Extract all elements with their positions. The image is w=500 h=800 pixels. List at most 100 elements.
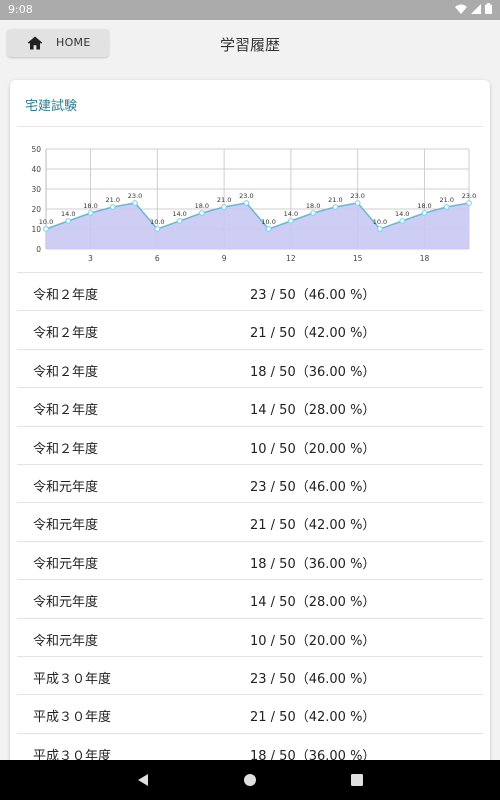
score-chart: 10.0 14.0 18.0 21.0 23.0 10.0 14.0 18.0 21.0 23.0… [31,145,476,263]
history-row-year: 平成３０年度 [33,671,112,687]
history-row-year: 令和２年度 [33,364,99,380]
card-divider [17,126,483,127]
chart-point [243,200,250,206]
app-bar: HOME 学習履歴 [0,20,500,68]
chart-point [421,210,428,216]
history-row-score: 18 / 50（36.00 %） [250,364,376,380]
chart-point-label: 23.0 [239,192,253,200]
home-circle-icon[interactable] [242,772,258,788]
chart-point-label: 10.0 [373,218,387,226]
chart-point-label: 14.0 [395,210,409,218]
chart-y-tick-label: 10 [31,225,41,234]
history-row[interactable]: 令和２年度 21 / 50（42.00 %） [17,310,483,348]
history-row-year: 令和２年度 [33,441,99,457]
back-triangle-icon[interactable] [135,772,151,788]
history-card: 宅建試験 10.0 14.0 18.0 21.0 23.0 10.0 14.0 18.0 21.… [10,80,490,780]
chart-point [43,226,49,232]
chart-point-label: 23.0 [128,192,142,200]
home-button-label: HOME [56,36,91,49]
chart-points: 10.0 14.0 18.0 21.0 23.0 10.0 14.0 18.0 21.0 23.0… [39,192,476,232]
chart-point [154,226,161,232]
chart-area [46,203,469,249]
history-row[interactable]: 平成３０年度 21 / 50（42.00 %） [17,694,483,732]
chart-point [287,218,294,224]
history-row-score: 21 / 50（42.00 %） [250,710,376,726]
history-row-year: 令和元年度 [33,595,99,611]
chart-point-label: 23.0 [462,192,476,200]
page-title: 学習履歴 [219,36,280,54]
history-row-score: 23 / 50（46.00 %） [250,479,376,495]
chart-point [109,204,116,210]
status-icons [455,3,492,14]
home-icon [27,36,43,50]
chart-point [87,210,94,216]
history-row-score: 14 / 50（28.00 %） [250,403,376,419]
chart-series-line [45,202,470,230]
history-row[interactable]: 平成３０年度 18 / 50（36.00 %） [17,732,483,771]
history-row-year: 令和元年度 [33,479,99,495]
chart-point-label: 10.0 [39,218,53,226]
chart-point [332,204,339,210]
chart-point [377,226,383,232]
chart-point-label: 21.0 [106,196,120,204]
history-row-score: 18 / 50（36.00 %） [250,556,376,572]
chart-y-tick-label: 20 [31,205,41,214]
status-time: 9:08 [8,3,33,16]
chart-y-axis: 0 10 20 30 40 50 [31,145,41,254]
history-row-score: 23 / 50（46.00 %） [250,671,376,687]
history-row[interactable]: 令和元年度 18 / 50（36.00 %） [17,540,483,579]
chart-point-label: 18.0 [306,202,320,210]
chart-point-label: 23.0 [350,192,364,200]
history-row-year: 令和元年度 [33,518,99,534]
chart-point [132,200,138,206]
history-row[interactable]: 令和２年度 23 / 50（46.00 %） [17,272,483,310]
history-row-score: 10 / 50（20.00 %） [250,633,376,649]
chart-point [176,218,183,224]
chart-point [310,210,317,216]
history-row[interactable]: 令和２年度 14 / 50（28.00 %） [17,387,483,425]
chart-x-tick-label: 18 [420,254,430,263]
history-row-score: 18 / 50（36.00 %） [250,748,376,764]
history-row-year: 令和２年度 [33,403,99,419]
chart-point [65,218,72,224]
history-row-score: 10 / 50（20.00 %） [250,441,376,457]
chart-point [354,200,361,206]
chart-y-tick-label: 0 [36,245,41,254]
chart-point-label: 14.0 [284,210,298,218]
history-row[interactable]: 平成３０年度 23 / 50（46.00 %） [17,655,483,694]
history-row-year: 平成３０年度 [33,748,112,764]
history-row[interactable]: 令和元年度 14 / 50（28.00 %） [17,579,483,617]
history-row[interactable]: 令和元年度 23 / 50（46.00 %） [17,463,483,502]
history-row[interactable]: 令和元年度 10 / 50（20.00 %） [17,617,483,656]
chart-point-label: 18.0 [417,202,431,210]
chart-point-label: 10.0 [261,218,275,226]
chart-point [265,226,272,232]
chart-point-label: 14.0 [172,210,186,218]
chart-point-label: 21.0 [439,196,453,204]
chart-point [466,200,472,206]
card-title: 宅建試験 [25,99,78,114]
chart-point [399,218,406,224]
chart-x-tick-label: 9 [222,254,227,263]
chart-area-fill [46,203,469,249]
recents-square-icon[interactable] [349,772,365,788]
chart-x-tick-label: 15 [353,254,363,263]
chart-point [221,204,228,210]
chart-point-label: 21.0 [217,196,231,204]
history-row[interactable]: 令和２年度 18 / 50（36.00 %） [17,348,483,387]
chart-point-label: 18.0 [83,202,97,210]
battery-icon [485,3,492,14]
chart-x-axis: 3 6 9 12 15 18 [88,254,429,263]
home-button[interactable]: HOME [7,29,109,57]
history-row-score: 21 / 50（42.00 %） [250,326,376,342]
history-row-score: 14 / 50（28.00 %） [250,595,376,611]
chart-y-tick-label: 50 [31,145,41,154]
chart-y-tick-label: 30 [31,185,41,194]
history-row-year: 平成３０年度 [33,710,112,726]
history-row[interactable]: 令和元年度 21 / 50（42.00 %） [17,502,483,540]
history-row[interactable]: 令和２年度 10 / 50（20.00 %） [17,425,483,464]
chart-y-tick-label: 40 [31,165,41,174]
chart-point-label: 14.0 [61,210,75,218]
chart-point-label: 10.0 [150,218,164,226]
chart-line [45,202,470,230]
